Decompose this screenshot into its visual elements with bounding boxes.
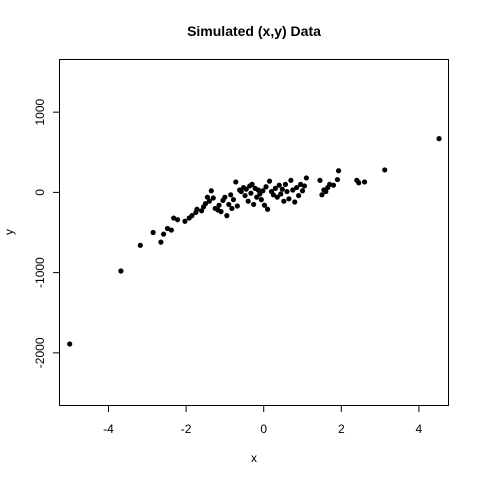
data-point (168, 227, 174, 233)
data-point (118, 268, 124, 274)
data-point (281, 198, 287, 204)
x-tick-label: 4 (416, 422, 423, 436)
x-axis: -4 -2 0 2 4 (103, 405, 423, 436)
data-point (218, 209, 224, 215)
data-point (208, 188, 214, 194)
data-point (257, 191, 263, 197)
data-point (272, 185, 278, 191)
data-point (251, 201, 257, 208)
data-point (222, 194, 228, 200)
x-tick-label: 2 (338, 422, 345, 436)
data-point (382, 167, 388, 173)
y-tick-label: -1000 (33, 257, 47, 288)
data-point (160, 231, 167, 237)
plot-area (59, 59, 449, 406)
data-point (278, 191, 284, 197)
data-point (233, 179, 239, 185)
data-point (226, 201, 232, 208)
data-point (248, 190, 254, 196)
data-point (189, 213, 195, 219)
data-point (210, 195, 216, 201)
data-point (234, 203, 240, 209)
data-point (301, 183, 308, 189)
data-point (274, 194, 280, 200)
data-point (290, 187, 296, 193)
data-point (245, 198, 251, 204)
data-point (67, 341, 73, 347)
y-tick-label: -2000 (33, 337, 47, 368)
data-point (327, 181, 333, 187)
data-point (242, 192, 248, 199)
data-point (292, 199, 298, 205)
data-point (282, 181, 289, 187)
data-points (67, 136, 442, 347)
data-point (330, 182, 337, 188)
data-point (230, 197, 237, 203)
x-axis-label: x (251, 451, 257, 465)
data-point (254, 194, 260, 200)
x-tick-label: 0 (260, 422, 267, 436)
data-point (284, 188, 290, 195)
data-point (286, 196, 292, 202)
y-tick-label: 0 (33, 189, 47, 196)
data-point (279, 186, 285, 192)
data-point (158, 239, 164, 245)
data-point (202, 201, 209, 207)
data-point (228, 192, 234, 198)
data-point (319, 192, 325, 198)
data-point (296, 192, 302, 199)
data-point (238, 188, 244, 195)
x-tick-label: -2 (181, 422, 192, 436)
data-point (264, 206, 271, 212)
y-axis: -2000 -1000 0 1000 (33, 98, 60, 368)
data-point (224, 213, 230, 219)
data-point (199, 208, 205, 214)
data-point (323, 188, 329, 195)
data-point (270, 192, 276, 198)
data-point (137, 242, 143, 248)
data-point (361, 179, 368, 185)
data-point (249, 181, 255, 187)
data-point (182, 218, 188, 224)
data-point (436, 136, 442, 142)
data-point (258, 197, 264, 203)
data-point (303, 175, 309, 181)
data-point (260, 188, 266, 194)
data-point (263, 184, 269, 190)
data-point (255, 187, 261, 193)
data-point (243, 186, 249, 192)
data-point (299, 188, 306, 194)
data-point (288, 177, 294, 183)
data-point (204, 194, 211, 200)
data-point (276, 182, 282, 188)
data-point (266, 178, 273, 184)
chart-title: Simulated (x,y) Data (187, 23, 321, 39)
data-point (206, 198, 212, 204)
y-axis-label: y (2, 229, 16, 235)
data-point (174, 217, 181, 223)
data-point (261, 202, 268, 208)
data-point (317, 177, 323, 183)
y-tick-label: 1000 (33, 98, 47, 125)
x-tick-label: -4 (103, 422, 114, 436)
data-point (335, 168, 342, 174)
data-point (294, 184, 300, 191)
data-point (150, 229, 156, 236)
data-point (334, 176, 341, 183)
data-point (229, 205, 235, 212)
data-point (216, 202, 222, 208)
data-point (194, 206, 200, 212)
data-point (356, 180, 362, 186)
